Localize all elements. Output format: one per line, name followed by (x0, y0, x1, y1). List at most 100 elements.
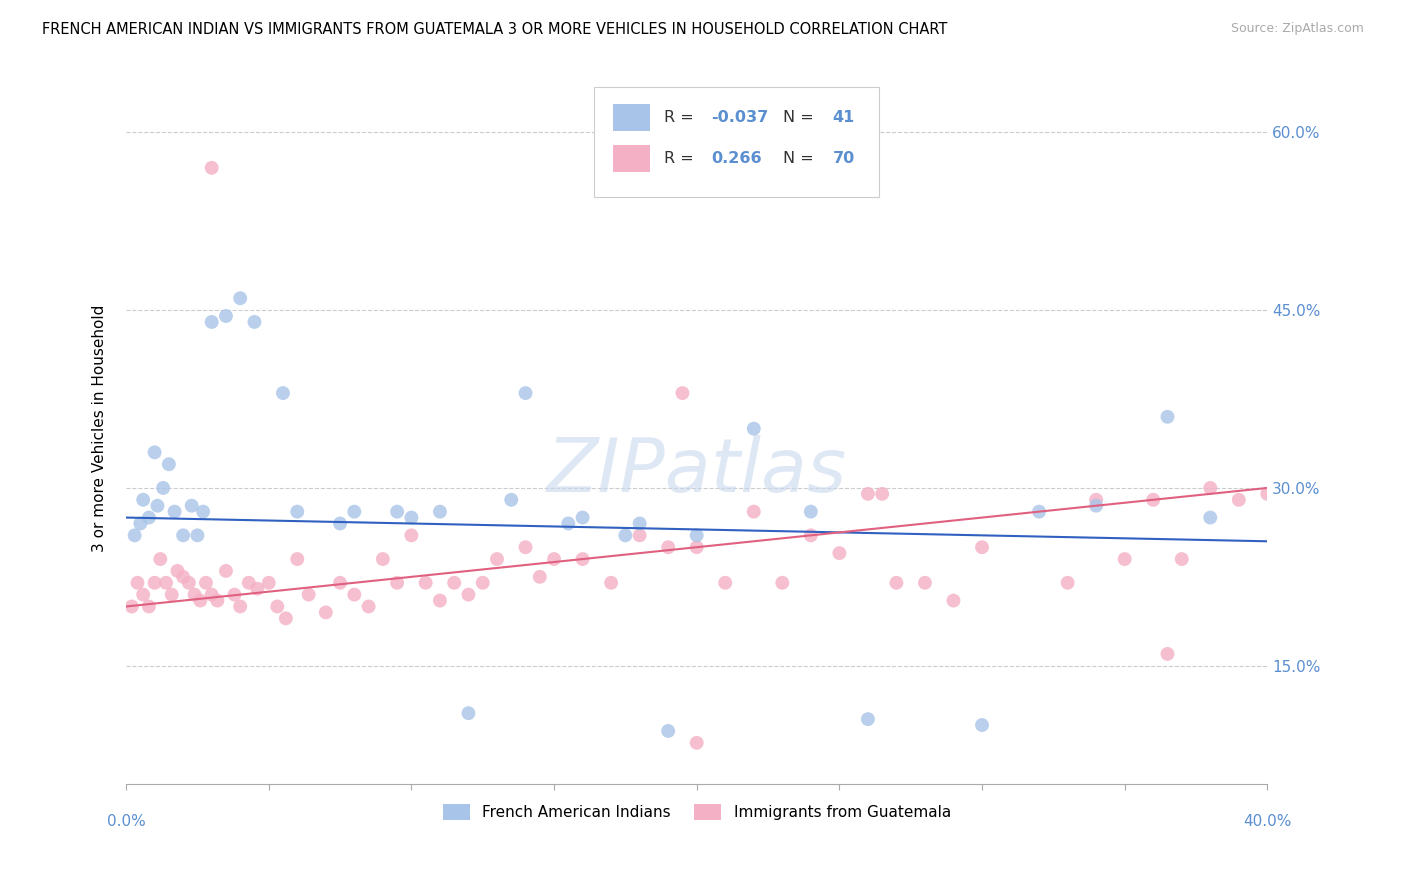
Text: -0.037: -0.037 (711, 111, 769, 125)
Point (224, 588, 246, 602)
Point (415, 575, 437, 590)
Text: 0.266: 0.266 (711, 151, 762, 166)
Point (229, 599, 252, 614)
Point (557, 516, 579, 531)
Point (457, 706, 479, 721)
Point (207, 593, 229, 607)
Point (246, 582, 269, 596)
Point (132, 492, 155, 507)
Point (238, 575, 260, 590)
Point (686, 736, 709, 750)
Text: 40.0%: 40.0% (1243, 814, 1292, 829)
Text: 41: 41 (832, 111, 855, 125)
Text: 70: 70 (832, 151, 855, 166)
Point (163, 505, 186, 519)
Text: ZIPatlas: ZIPatlas (547, 435, 846, 508)
Point (571, 510, 593, 524)
Point (870, 487, 893, 501)
Text: FRENCH AMERICAN INDIAN VS IMMIGRANTS FROM GUATEMALA 3 OR MORE VEHICLES IN HOUSEH: FRENCH AMERICAN INDIAN VS IMMIGRANTS FRO… (42, 22, 948, 37)
Point (686, 540, 709, 554)
Point (385, 505, 408, 519)
Point (177, 575, 200, 590)
Point (1256, 487, 1278, 501)
Point (191, 505, 214, 519)
Text: R =: R = (664, 111, 699, 125)
Point (385, 575, 408, 590)
Point (152, 481, 174, 495)
Point (914, 575, 936, 590)
Point (155, 575, 177, 590)
Point (186, 528, 208, 542)
Point (1156, 647, 1178, 661)
Point (298, 588, 321, 602)
Point (160, 588, 183, 602)
Legend: French American Indians, Immigrants from Guatemala: French American Indians, Immigrants from… (436, 798, 957, 827)
Point (970, 540, 993, 554)
Text: 0.0%: 0.0% (107, 814, 145, 829)
Point (129, 516, 152, 531)
Point (600, 575, 623, 590)
Point (714, 575, 737, 590)
Point (657, 723, 679, 738)
Point (194, 575, 217, 590)
Point (457, 588, 479, 602)
Point (1227, 492, 1250, 507)
Point (183, 588, 205, 602)
Point (742, 505, 765, 519)
Point (124, 528, 146, 542)
Point (1085, 499, 1108, 513)
Point (127, 575, 149, 590)
Point (800, 528, 823, 542)
Point (243, 315, 266, 329)
Point (628, 516, 651, 531)
Point (201, 161, 224, 175)
Point (143, 445, 166, 459)
Point (132, 588, 155, 602)
Point (471, 575, 494, 590)
Point (343, 588, 366, 602)
Point (515, 540, 537, 554)
Point (1028, 505, 1050, 519)
FancyBboxPatch shape (593, 87, 879, 197)
Point (138, 599, 160, 614)
Point (371, 552, 394, 566)
Point (329, 516, 352, 531)
Point (657, 540, 679, 554)
Point (1199, 481, 1222, 495)
Point (1171, 552, 1194, 566)
Point (285, 552, 308, 566)
Point (485, 552, 508, 566)
Point (201, 315, 224, 329)
Point (1142, 492, 1164, 507)
Point (229, 291, 252, 305)
Text: R =: R = (664, 151, 703, 166)
Point (429, 593, 451, 607)
Point (266, 599, 288, 614)
Point (257, 575, 280, 590)
Point (1114, 552, 1136, 566)
Point (180, 499, 202, 513)
Point (343, 505, 366, 519)
Point (172, 528, 194, 542)
Point (429, 505, 451, 519)
Point (770, 575, 793, 590)
Text: N =: N = (783, 151, 820, 166)
Point (1199, 510, 1222, 524)
Y-axis label: 3 or more Vehicles in Household: 3 or more Vehicles in Household (93, 305, 107, 552)
Point (543, 552, 565, 566)
Point (188, 593, 211, 607)
Point (501, 492, 523, 507)
Point (614, 528, 637, 542)
Point (886, 575, 908, 590)
Point (271, 386, 294, 401)
Point (401, 528, 423, 542)
Point (1056, 575, 1078, 590)
Point (357, 599, 380, 614)
Point (742, 422, 765, 436)
Point (143, 575, 166, 590)
Text: N =: N = (783, 111, 820, 125)
Point (1085, 492, 1108, 507)
Point (315, 606, 337, 620)
Point (138, 510, 160, 524)
Point (529, 570, 551, 584)
